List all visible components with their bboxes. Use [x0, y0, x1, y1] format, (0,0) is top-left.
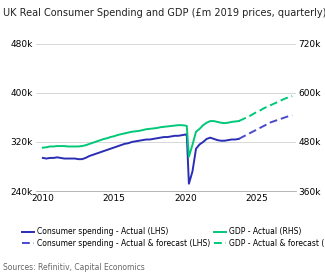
Legend: Consumer spending - Actual (LHS), Consumer spending - Actual & forecast (LHS), G: Consumer spending - Actual (LHS), Consum… — [19, 224, 325, 251]
Text: Sources: Refinitiv, Capital Economics: Sources: Refinitiv, Capital Economics — [3, 263, 145, 272]
Text: UK Real Consumer Spending and GDP (£m 2019 prices, quarterly): UK Real Consumer Spending and GDP (£m 20… — [3, 8, 325, 18]
